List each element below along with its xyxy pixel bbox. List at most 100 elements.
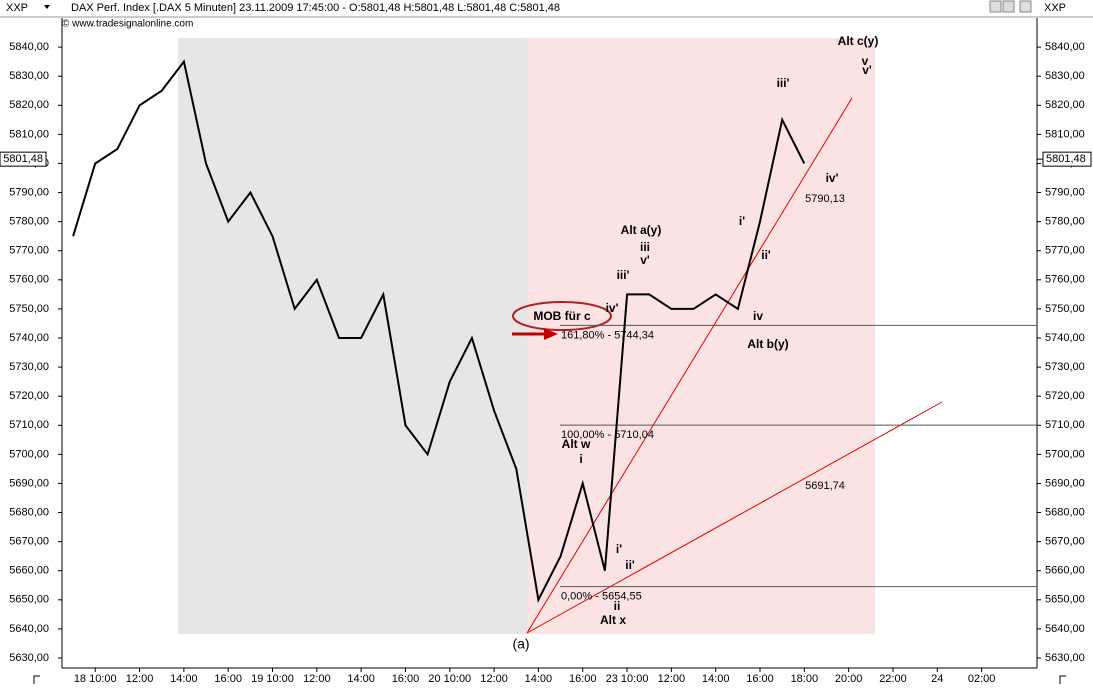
annotation: Alt w: [562, 437, 591, 451]
gray-zone: [178, 38, 527, 634]
highlight-ellipse: [512, 301, 612, 331]
annotation: iv': [826, 171, 839, 185]
annotation: ii': [761, 248, 771, 262]
annotation: i': [616, 542, 622, 556]
trend-line: [526, 401, 943, 634]
y-tick-label: 5680,00: [9, 506, 49, 518]
y-tick-label: 5650,00: [1045, 594, 1085, 606]
annotation: ii: [614, 599, 621, 613]
y-tick-label: 5640,00: [1045, 623, 1085, 635]
y-tick-label: 5740,00: [9, 332, 49, 344]
dropdown[interactable]: [44, 5, 50, 9]
x-tick-label: 24: [931, 673, 943, 685]
x-tick-label: 14:00: [347, 673, 375, 685]
y-tick-label: 5690,00: [1045, 477, 1085, 489]
y-tick-label: 5630,00: [9, 652, 49, 664]
y-tick-label: 5730,00: [1045, 361, 1085, 373]
y-tick-label: 5750,00: [1045, 303, 1085, 315]
y-tick-label: 5780,00: [9, 216, 49, 228]
y-tick-label: 5760,00: [9, 274, 49, 286]
y-tick-label: 5840,00: [1045, 41, 1085, 53]
x-tick-label: 18:00: [791, 673, 819, 685]
y-tick-label: 5790,00: [1045, 186, 1085, 198]
y-tick-label: 5720,00: [1045, 390, 1085, 402]
x-tick-label: 20 10:00: [428, 673, 471, 685]
annotation: Alt x: [600, 613, 626, 627]
price-tag-label: 5801,48: [3, 153, 43, 165]
tool-button[interactable]: [1002, 0, 1015, 13]
annotation: v': [862, 63, 872, 77]
symbol-right[interactable]: XXP: [1044, 2, 1066, 14]
level-label: 100,00% - 5710,04: [561, 429, 654, 441]
y-tick-label: 5710,00: [1045, 419, 1085, 431]
x-tick-label: 12:00: [303, 673, 331, 685]
price-tag-label: 5801,48: [1046, 153, 1086, 165]
y-tick-label: 5770,00: [9, 245, 49, 257]
x-tick-label: 14:00: [525, 673, 553, 685]
y-tick-label: 5700,00: [1045, 448, 1085, 460]
annotation: iii': [777, 76, 790, 90]
x-tick-label: 22:00: [879, 673, 907, 685]
annotation: Alt c(y): [838, 34, 879, 48]
trend-line: [526, 97, 853, 634]
level-label: 0,00% - 5654,55: [561, 590, 642, 602]
y-tick-label: 5770,00: [1045, 245, 1085, 257]
annotation: iii: [640, 240, 650, 254]
annotation: v': [640, 253, 650, 267]
y-tick-label: 5640,00: [9, 623, 49, 635]
corner-mark: [1059, 675, 1066, 684]
corner-mark: [33, 675, 40, 684]
annotation: iv: [753, 309, 763, 323]
x-tick-label: 12:00: [126, 673, 154, 685]
y-tick-label: 5820,00: [1045, 99, 1085, 111]
chart-title: DAX Perf. Index [.DAX 5 Minuten] 23.11.2…: [71, 2, 560, 14]
y-tick-label: 5690,00: [9, 477, 49, 489]
x-tick-label: 02:00: [968, 673, 996, 685]
source: © www.tradesignalonline.com: [62, 19, 193, 30]
symbol-left[interactable]: XXP: [6, 2, 28, 14]
tool-button[interactable]: [989, 0, 1002, 13]
annotation: 5691,74: [805, 480, 845, 492]
y-tick-label: 5780,00: [1045, 216, 1085, 228]
y-tick-label: 5720,00: [9, 390, 49, 402]
annotation: 5790,13: [805, 193, 845, 205]
x-tick-label: 16:00: [392, 673, 420, 685]
price-tag: [1042, 151, 1092, 167]
x-tick-label: 23 10:00: [606, 673, 649, 685]
y-tick-label: 5750,00: [9, 303, 49, 315]
level-label: 161,80% - 5744,34: [561, 329, 654, 341]
price-line: [72, 59, 806, 603]
annotation: Alt b(y): [747, 337, 788, 351]
y-tick-label: 5710,00: [9, 419, 49, 431]
x-tick-label: 14:00: [170, 673, 198, 685]
annotation: MOB für c: [533, 309, 591, 323]
tool-button[interactable]: [1019, 0, 1032, 13]
annotation: ii': [625, 558, 635, 572]
y-tick-label: 5700,00: [9, 448, 49, 460]
annotation: (a): [512, 636, 529, 652]
annotation: Alt a(y): [621, 223, 662, 237]
y-tick-label: 5830,00: [9, 70, 49, 82]
y-tick-label: 5810,00: [9, 128, 49, 140]
y-tick-label: 5790,00: [9, 186, 49, 198]
x-tick-label: 16:00: [746, 673, 774, 685]
x-tick-label: 19 10:00: [251, 673, 294, 685]
price-tag: [0, 151, 47, 167]
y-tick-label: 5830,00: [1045, 70, 1085, 82]
toolbar: [989, 0, 1032, 13]
y-tick-label: 5630,00: [1045, 652, 1085, 664]
annotation: i: [579, 452, 582, 466]
pink-zone: [527, 38, 875, 634]
x-tick-label: 20:00: [835, 673, 863, 685]
annotation: iv': [606, 301, 619, 315]
x-tick-label: 12:00: [658, 673, 686, 685]
arrow-head: [544, 328, 558, 340]
y-tick-label: 5670,00: [9, 536, 49, 548]
y-tick-label: 5730,00: [9, 361, 49, 373]
y-tick-label: 5810,00: [1045, 128, 1085, 140]
annotation: i': [739, 214, 745, 228]
x-tick-label: 12:00: [480, 673, 508, 685]
x-tick-label: 16:00: [569, 673, 597, 685]
x-tick-label: 14:00: [702, 673, 730, 685]
